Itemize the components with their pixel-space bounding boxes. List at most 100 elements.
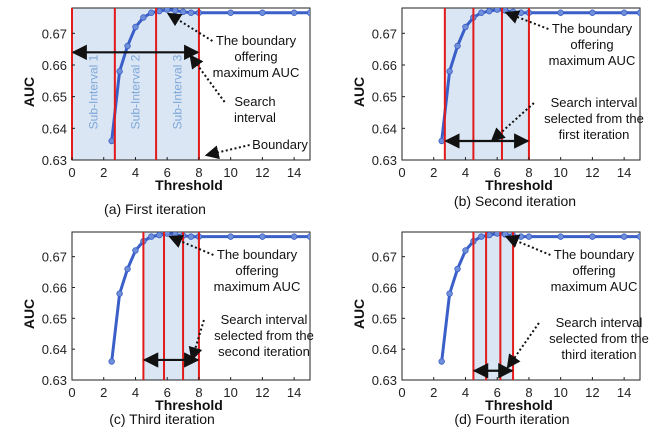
data-point (108, 137, 115, 145)
panel-caption: (c) Third iteration (109, 411, 215, 427)
annotation-text: second iteration (218, 344, 310, 359)
panel-caption: (d) Fourth iteration (454, 411, 569, 427)
annotation-pointer (168, 234, 214, 256)
search-interval-shade (444, 8, 529, 160)
y-tick-label: 0.66 (372, 58, 397, 73)
annotation-text: maximum AUC (213, 65, 300, 80)
data-point (501, 232, 509, 238)
data-point (227, 9, 234, 16)
data-point (306, 9, 310, 16)
data-point (171, 232, 179, 238)
annotation-pointer (504, 10, 549, 30)
panel-caption: (a) First iteration (104, 201, 206, 217)
y-tick-label: 0.64 (42, 121, 67, 136)
x-axis-label: Threshold (155, 397, 223, 413)
data-point (132, 23, 139, 31)
y-tick-label: 0.65 (372, 90, 397, 105)
annotation-text: offering (234, 49, 277, 64)
annotation-pointer (506, 322, 540, 369)
sub-interval-label: Sub-Interval 2 (128, 54, 142, 129)
y-tick-label: 0.67 (372, 250, 397, 265)
data-point (148, 9, 155, 16)
data-point (557, 9, 564, 16)
data-point (438, 137, 445, 145)
y-tick-label: 0.63 (372, 153, 397, 168)
data-point (589, 9, 596, 16)
data-point (290, 9, 298, 16)
y-tick-label: 0.63 (42, 373, 67, 388)
data-point (108, 358, 115, 365)
data-point (478, 233, 485, 240)
y-axis-label: AUC (351, 77, 367, 107)
data-point (171, 8, 179, 14)
data-point (454, 42, 461, 50)
data-point (306, 233, 310, 240)
chart-panel-4: 0 2 4 6 8 10 12 14 0.63 0.64 0.65 0.66 0.67 Threshold… (351, 231, 649, 427)
x-tick-label: 12 (255, 165, 269, 180)
x-tick-label: 8 (195, 165, 202, 180)
data-point (636, 9, 640, 16)
y-axis-label: AUC (351, 299, 367, 329)
auc-curve (110, 232, 310, 362)
plot-frame (71, 231, 311, 381)
data-point (438, 358, 445, 365)
x-tick-label: 14 (617, 165, 631, 180)
data-point (486, 8, 493, 15)
x-tick-label: 10 (553, 385, 567, 400)
x-axis-label: Threshold (155, 177, 223, 193)
x-tick-label: 10 (553, 165, 567, 180)
data-point (148, 233, 155, 240)
panel-caption: (b) Second iteration (454, 193, 576, 209)
annotation-pointer (189, 54, 226, 103)
x-tick-label: 6 (494, 385, 501, 400)
search-interval-shade (72, 8, 199, 160)
y-tick-label: 0.65 (42, 311, 67, 326)
data-point (620, 9, 628, 16)
annotation-text: Boundary (252, 137, 308, 152)
x-tick-label: 10 (223, 165, 237, 180)
annotation-text: interval (234, 110, 276, 125)
data-point (446, 290, 453, 297)
data-point (589, 233, 596, 240)
chart-panel-1: Sub-Interval 1 Sub-Interval 2 Sub-Interval… (21, 7, 311, 217)
annotation-text: Search (234, 94, 275, 109)
y-tick-label: 0.66 (42, 281, 67, 296)
x-tick-label: 8 (525, 385, 532, 400)
y-tick-label: 0.67 (42, 26, 67, 41)
x-tick-label: 6 (164, 165, 171, 180)
data-point (462, 247, 469, 254)
data-point (156, 8, 163, 15)
y-tick-label: 0.66 (372, 281, 397, 296)
annotation-text: Search interval (556, 315, 643, 330)
x-tick-label: 4 (132, 385, 139, 400)
x-tick-label: 10 (223, 385, 237, 400)
annotation-text: Search interval (221, 312, 308, 327)
search-interval-shade (473, 232, 514, 380)
data-point (132, 247, 139, 254)
y-tick-label: 0.65 (372, 311, 397, 326)
y-tick-label: 0.65 (42, 90, 67, 105)
data-point (227, 233, 234, 240)
x-axis-label: Threshold (485, 177, 553, 193)
data-point (478, 9, 485, 16)
annotation-text: selected from the (549, 331, 649, 346)
data-point (290, 233, 298, 240)
data-point (116, 290, 123, 297)
x-tick-label: 4 (462, 165, 469, 180)
data-point (620, 233, 628, 240)
data-point (525, 233, 533, 240)
annotation-text: selected from the (214, 328, 314, 343)
annotation-text: selected from the (544, 111, 644, 126)
x-tick-label: 6 (494, 165, 501, 180)
y-tick-label: 0.64 (372, 121, 397, 136)
chart-panel-3: 0 2 4 6 8 10 12 14 0.63 0.64 0.65 0.66 0.67 Threshold… (21, 231, 314, 427)
chart-panel-2: 0 2 4 6 8 10 12 14 0.63 0.64 0.65 0.66 0.67 Threshold… (351, 7, 644, 209)
annotation-pointer (490, 102, 535, 142)
data-point (501, 8, 509, 14)
data-point (187, 233, 195, 240)
x-tick-label: 8 (195, 385, 202, 400)
x-tick-label: 2 (100, 385, 107, 400)
plot-frame (401, 7, 641, 161)
data-point (494, 8, 501, 13)
data-point (259, 233, 266, 240)
